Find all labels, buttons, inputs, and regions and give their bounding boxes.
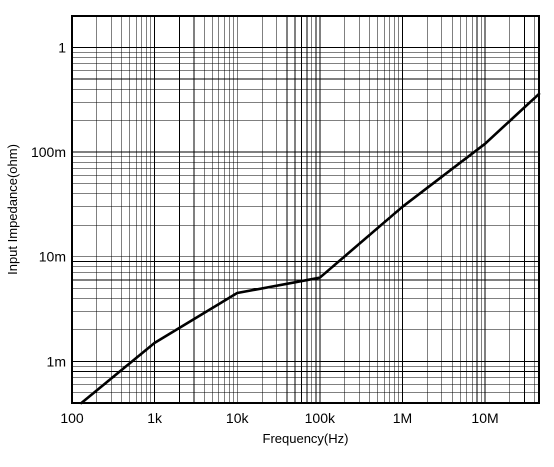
x-tick-label: 1M	[393, 410, 412, 426]
x-tick-label: 10k	[226, 410, 250, 426]
y-tick-labels: 1m 10m 100m 1	[31, 39, 66, 369]
impedance-curve	[80, 92, 541, 405]
x-tick-label: 10M	[471, 410, 498, 426]
y-tick-label: 100m	[31, 144, 66, 160]
x-axis-label: Frequency(Hz)	[263, 431, 349, 446]
x-tick-label: 100	[60, 410, 84, 426]
x-tick-label: 1k	[147, 410, 163, 426]
y-tick-label: 10m	[39, 249, 66, 265]
y-tick-label: 1	[58, 39, 66, 55]
grid	[72, 16, 539, 403]
plot-frame	[71, 15, 540, 404]
x-tick-label: 100k	[305, 410, 336, 426]
x-tick-labels: 100 1k 10k 100k 1M 10M	[60, 410, 498, 426]
y-tick-label: 1m	[47, 353, 66, 369]
y-axis-label: Input Impedance(ohm)	[5, 144, 20, 275]
